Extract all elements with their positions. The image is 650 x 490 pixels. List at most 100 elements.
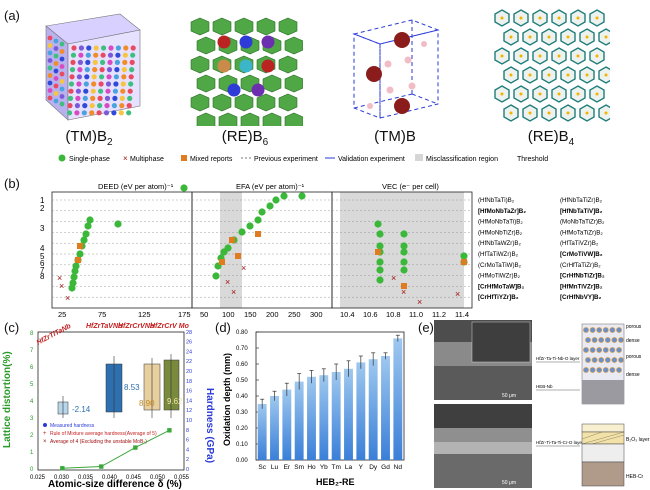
panel-b-legend: Single-phase × Multiphase Mixed reports … bbox=[58, 154, 548, 163]
b-right-name: (MoNbTaTiZr)B₂ bbox=[560, 219, 605, 226]
c-ylabel-right: Hardness (GPa) bbox=[204, 388, 215, 463]
b-single-phase-point bbox=[76, 250, 84, 258]
c-legend-measured: Measured hardness bbox=[50, 423, 95, 429]
d-frame bbox=[255, 331, 405, 461]
b-single-phase-point bbox=[86, 216, 94, 224]
c-y-left-tick: 3 bbox=[30, 416, 34, 422]
d-bar-lu bbox=[270, 396, 279, 460]
b-single-phase-point bbox=[460, 252, 468, 260]
c-value-1: -2.14 bbox=[72, 405, 91, 414]
c-y-right-tick: 0 bbox=[186, 467, 189, 473]
b-multiphase-point: × bbox=[59, 281, 64, 291]
c-legend-rom: Rule of Mixture average hardness(Average… bbox=[50, 431, 157, 437]
legend-misclass-label: Misclassification region bbox=[426, 156, 498, 163]
e-layer2-label: HfZr-Ti-Ta-Ti-Cr-O layer bbox=[536, 440, 584, 445]
c-comp-label-4: HfZrCrV Mo bbox=[150, 323, 190, 330]
panel-b-plot: Single-phase × Multiphase Mixed reports … bbox=[40, 154, 605, 319]
d-y-tick: 0.50 bbox=[236, 378, 248, 384]
b-mixed-point bbox=[77, 243, 83, 249]
d-y-tick: 0.80 bbox=[236, 330, 248, 336]
c-y-right-tick: 16 bbox=[186, 389, 192, 395]
d-y-tick: 0.00 bbox=[236, 458, 248, 464]
panel-e-figure: 50 μm 50 μm HfZr-Ta-Ti-Nb-O layer HEB-Nb… bbox=[434, 320, 650, 488]
b-efa-tick: 50 bbox=[200, 310, 208, 319]
b-right-name: [CrHfNbVY]B₂ bbox=[560, 294, 601, 301]
c-x-tick: 0.055 bbox=[174, 475, 190, 481]
sem-scale-1: 50 μm bbox=[502, 393, 516, 399]
b-mixed-point bbox=[255, 231, 261, 237]
e-base2-label: HEB-Cr bbox=[626, 474, 644, 480]
d-bar-dy bbox=[368, 359, 378, 460]
b-single-phase-point bbox=[400, 230, 408, 238]
b-single-phase-point bbox=[374, 220, 382, 228]
reb4-structure-image bbox=[494, 9, 610, 122]
d-bar-gd bbox=[381, 356, 390, 460]
d-y-tick: 0.40 bbox=[236, 394, 248, 400]
b-single-phase-point bbox=[254, 216, 262, 224]
e-porous-2: porous bbox=[626, 354, 642, 360]
d-category-label: Y bbox=[359, 464, 364, 471]
c-value-4: 9.62 bbox=[167, 397, 183, 406]
b-mixed-point bbox=[219, 259, 225, 265]
c-y-left-tick: 0 bbox=[30, 467, 34, 473]
b-single-phase-point bbox=[258, 208, 266, 216]
c-y-left-tick: 2 bbox=[30, 433, 34, 439]
vec-axis-title: VEC (e⁻ per cell) bbox=[382, 182, 439, 191]
d-bar-sm bbox=[294, 381, 304, 460]
c-y-right-tick: 10 bbox=[186, 418, 192, 424]
b-multiphase-point: × bbox=[231, 287, 236, 297]
b-single-phase-point bbox=[82, 230, 90, 238]
struct-label-reb6: (RE)B6 bbox=[221, 128, 269, 148]
d-bar-tm bbox=[331, 372, 341, 460]
b-mixed-point bbox=[75, 257, 81, 263]
c-legend-measured-marker bbox=[43, 423, 47, 427]
b-left-name: (HfNbTaWZr)B₂ bbox=[478, 240, 522, 247]
c-y-right-tick: 18 bbox=[186, 379, 192, 385]
c-y-left-tick: 8 bbox=[30, 331, 34, 337]
b-single-phase-point bbox=[280, 192, 288, 200]
c-x-tick: 0.045 bbox=[126, 475, 142, 481]
schematic-2-top bbox=[581, 423, 625, 433]
d-bar-sc bbox=[257, 404, 267, 460]
c-y-right-tick: 6 bbox=[186, 438, 189, 444]
struct-label-tmb2: (TM)B2 bbox=[65, 128, 113, 148]
b-single-phase-point bbox=[72, 262, 80, 270]
panel-c-chart: Lattice distortion(%) Hardness (GPa) Ato… bbox=[2, 323, 215, 490]
b-mixed-point bbox=[401, 283, 407, 289]
b-single-phase-point bbox=[272, 196, 280, 204]
d-y-tick: 0.10 bbox=[236, 442, 248, 448]
c-y-right-tick: 24 bbox=[186, 349, 192, 355]
efa-axis-title: EFA (eV per atom)⁻¹ bbox=[236, 182, 305, 191]
c-y-right-tick: 20 bbox=[186, 369, 192, 375]
c-box-4 bbox=[163, 359, 180, 411]
b-single-phase-point bbox=[400, 242, 408, 250]
panel-d-chart: Oxidation depth (mm) HEB₂-RE 0.00 0.10 0.2… bbox=[222, 330, 405, 487]
legend-previous-label: Previous experiment bbox=[254, 156, 318, 163]
e-layer1-label: HfZr-Ta-Ti-Nb-O layer bbox=[536, 356, 580, 361]
b-right-name: [HfMnTiVZr]B₂ bbox=[560, 283, 603, 290]
b-single-phase-point bbox=[376, 258, 384, 266]
b-single-phase-point bbox=[114, 220, 122, 228]
d-category-label: Dy bbox=[369, 464, 378, 471]
b-left-name: [CrHfMoTaW]B₂ bbox=[478, 283, 525, 290]
c-y-left-tick: 7 bbox=[30, 348, 34, 354]
b-single-phase-point bbox=[212, 272, 220, 280]
b-left-name: (HfTaTiWZr)B₂ bbox=[478, 251, 519, 258]
b-multiphase-point: × bbox=[65, 293, 70, 303]
d-category-label: Ho bbox=[307, 464, 316, 471]
d-category-label: Yb bbox=[320, 464, 328, 471]
d-category-label: Nd bbox=[394, 464, 403, 471]
c-distortion-point bbox=[99, 464, 104, 469]
b-multiphase-point: × bbox=[241, 263, 246, 273]
c-legend-rom-marker: + bbox=[43, 431, 47, 437]
b-rank-tick: 6 bbox=[40, 259, 45, 268]
d-category-label: Tm bbox=[331, 464, 340, 471]
c-x-tick: 0.030 bbox=[54, 475, 70, 481]
d-category-label: Gd bbox=[381, 464, 390, 471]
c-y-left-tick: 4 bbox=[30, 399, 34, 405]
b-deed-tick: 175 bbox=[178, 310, 191, 319]
b-single-phase-point bbox=[180, 184, 188, 192]
c-legend-avg4: Average of 4 (Excluding the unstable MoB… bbox=[50, 439, 147, 445]
b-rank-tick: 5 bbox=[40, 252, 45, 261]
e-base1-label: HEB-Nb bbox=[536, 384, 553, 389]
